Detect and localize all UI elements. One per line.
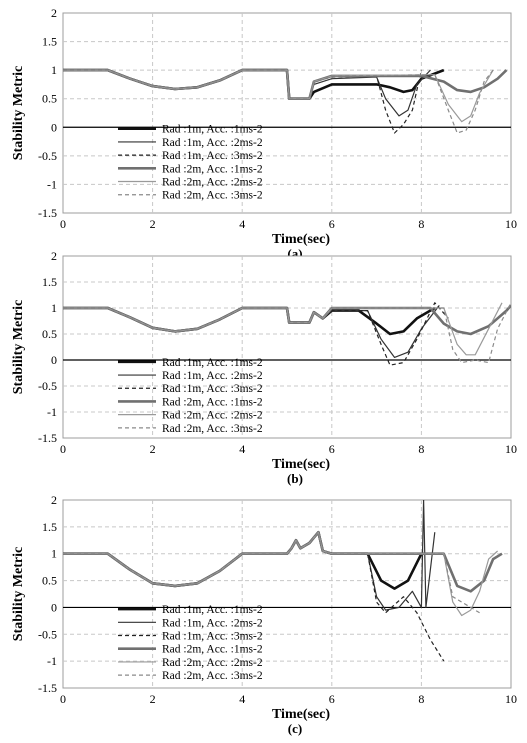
y-axis-label: Stability Metric	[11, 300, 26, 394]
y-tick-label: 0	[51, 353, 57, 367]
y-tick-label: 1.5	[42, 35, 57, 49]
y-tick-label: 0	[51, 120, 57, 134]
y-tick-label: 1.5	[42, 520, 57, 534]
chart-panel: 0 2 4 6 8 10 -1.5 -1 -0.5 0 0.5 1 1.5 2 Time(sec) Stabi…	[11, 493, 517, 736]
legend-entry: Rad :2m, Acc. :2ms-2	[162, 410, 263, 422]
x-tick-label: 8	[418, 442, 424, 456]
x-tick-label: 4	[239, 692, 245, 706]
x-tick-label: 6	[329, 692, 335, 706]
y-tick-label: -1	[47, 654, 57, 668]
y-tick-label: 0.5	[42, 92, 57, 106]
x-tick-label: 0	[60, 442, 66, 456]
legend-entry: Rad :2m, Acc. :3ms-2	[162, 190, 263, 202]
legend-entry: Rad :1m, Acc. :3ms-2	[162, 150, 263, 162]
y-tick-label: 1	[51, 301, 57, 315]
y-tick-label: -0.5	[38, 379, 57, 393]
y-tick-label: 0.5	[42, 574, 57, 588]
plot-area	[62, 12, 512, 214]
y-tick-label: 2	[51, 493, 57, 507]
x-tick-label: 6	[329, 217, 335, 231]
x-tick-label: 6	[329, 442, 335, 456]
legend-entry: Rad :2m, Acc. :1ms-2	[162, 644, 263, 656]
y-tick-label: -1	[47, 405, 57, 419]
y-tick-label: -1.5	[38, 431, 57, 445]
x-tick-label: 0	[60, 692, 66, 706]
x-tick-label: 8	[418, 692, 424, 706]
y-tick-label: -1.5	[38, 681, 57, 695]
legend-entry: Rad :1m, Acc. :2ms-2	[162, 370, 263, 382]
legend-entry: Rad :1m, Acc. :3ms-2	[162, 383, 263, 395]
y-tick-label: 0.5	[42, 327, 57, 341]
x-tick-label: 8	[418, 217, 424, 231]
series-line	[63, 69, 494, 134]
legend-entry: Rad :2m, Acc. :1ms-2	[162, 396, 263, 408]
legend-entry: Rad :1m, Acc. :2ms-2	[162, 617, 263, 629]
x-tick-label: 10	[505, 692, 517, 706]
legend-entry: Rad :2m, Acc. :3ms-2	[162, 423, 263, 435]
x-tick-label: 4	[239, 217, 245, 231]
x-tick-label: 2	[150, 692, 156, 706]
plot-area	[62, 499, 512, 689]
chart-panel: 0 2 4 6 8 10 -1.5 -1 -0.5 0 0.5 1 1.5 2 Time(sec) Stabi…	[11, 6, 517, 261]
series-line	[63, 302, 511, 364]
series-line	[63, 302, 503, 356]
x-tick-label: 2	[150, 217, 156, 231]
legend-entry: Rad :2m, Acc. :3ms-2	[162, 670, 263, 682]
y-tick-label: 1.5	[42, 275, 57, 289]
legend-entry: Rad :1m, Acc. :3ms-2	[162, 631, 263, 643]
plot-area	[62, 255, 512, 439]
y-tick-label: -0.5	[38, 149, 57, 163]
x-axis-label: Time(sec)	[272, 707, 330, 722]
x-tick-label: 4	[239, 442, 245, 456]
x-tick-label: 10	[505, 442, 517, 456]
y-tick-label: 1	[51, 63, 57, 77]
y-tick-label: -1.5	[38, 206, 57, 220]
legend-entry: Rad :2m, Acc. :2ms-2	[162, 657, 263, 669]
y-tick-label: -0.5	[38, 627, 57, 641]
legend-entry: Rad :1m, Acc. :1ms-2	[162, 357, 263, 369]
y-tick-label: 2	[51, 6, 57, 20]
panel-label: (b)	[287, 471, 303, 486]
legend-entry: Rad :2m, Acc. :1ms-2	[162, 163, 263, 175]
panel-label: (c)	[288, 721, 302, 736]
series-line	[63, 531, 499, 617]
legend-entry: Rad :2m, Acc. :2ms-2	[162, 177, 263, 189]
x-tick-label: 2	[150, 442, 156, 456]
y-tick-label: 2	[51, 249, 57, 263]
legend-entry: Rad :1m, Acc. :1ms-2	[162, 124, 263, 136]
x-axis-label: Time(sec)	[272, 232, 330, 247]
y-tick-label: -1	[47, 177, 57, 191]
y-tick-label: 1	[51, 547, 57, 561]
y-axis-label: Stability Metric	[11, 547, 26, 641]
legend-entry: Rad :1m, Acc. :2ms-2	[162, 137, 263, 149]
y-axis-label: Stability Metric	[11, 66, 26, 160]
x-axis-label: Time(sec)	[272, 457, 330, 472]
x-tick-label: 10	[505, 217, 517, 231]
x-tick-label: 0	[60, 217, 66, 231]
chart-panel: 0 2 4 6 8 10 -1.5 -1 -0.5 0 0.5 1 1.5 2 Time(sec) Stabi…	[11, 249, 517, 486]
y-tick-label: 0	[51, 600, 57, 614]
legend-entry: Rad :1m, Acc. :1ms-2	[162, 604, 263, 616]
